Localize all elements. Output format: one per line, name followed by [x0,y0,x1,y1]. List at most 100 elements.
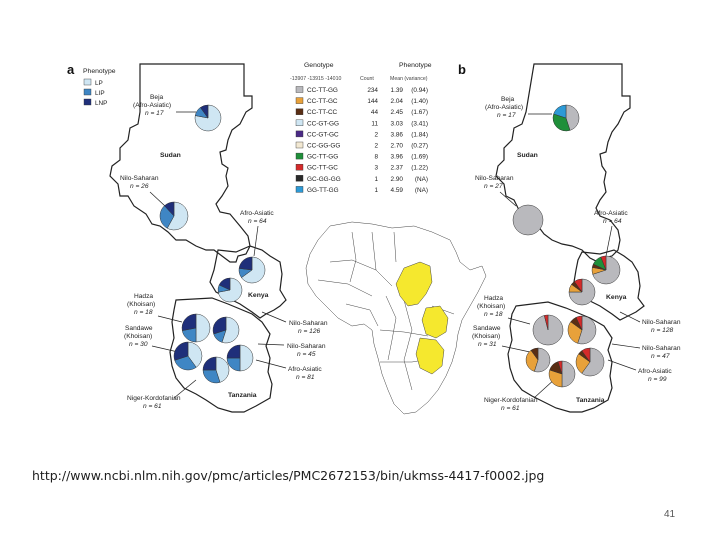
mean-cell: 2.90 [391,176,404,183]
pie-slice [239,344,254,372]
table-row: CC-TT-CC 44 2.45 (1.67) [295,108,428,116]
group-sub: (Khoisan) [124,333,152,340]
figure-source-url[interactable]: http://www.ncbi.nlm.nih.gov/pmc/articles… [32,468,545,483]
phenotype-pie [173,341,203,371]
genotype-pie [568,278,596,306]
variance-cell: (0.94) [411,87,428,94]
variance-cell: (0.27) [411,143,428,150]
variance-cell: (1.22) [411,165,428,172]
count-cell: 1 [374,176,378,183]
highlight-tanzania [415,337,445,375]
table-phenotype-header: Phenotype [399,62,432,69]
pie-slice [166,201,189,231]
highlight-sudan [395,261,433,307]
map-b-country-sudan: Sudan [517,152,538,159]
pie-slice [512,204,544,236]
genotype-pie [567,315,597,345]
genotype-color-swatch [295,163,304,171]
pie-slice [241,256,266,284]
genotype-color-swatch [295,119,304,127]
count-cell: 144 [367,98,378,105]
variance-cell: (1.40) [411,98,428,105]
group-n: n = 31 [478,341,497,348]
pie-slice [212,316,227,335]
genotype-cell: CC-TT-CC [307,109,338,116]
variance-cell: (1.67) [411,109,428,116]
group-label: Nilo-Saharan [475,175,514,182]
table-row: GC-TT-GG 8 3.96 (1.69) [295,152,428,161]
group-label: Niger-Kordofanian [484,397,538,404]
phenotype-pie [226,344,254,372]
pie-slice [567,321,583,344]
phenotype-pie [181,313,211,343]
genotype-pie [591,255,621,285]
pie-slice [525,349,539,372]
map-a-outline [109,63,287,413]
group-n: n = 45 [297,351,316,358]
africa-map [305,221,487,415]
group-label: Hadza [484,295,503,302]
mean-cell: 2.04 [391,98,404,105]
group-sub: (Khoisan) [477,303,505,310]
variance-cell: (1.69) [411,154,428,161]
legend-swatch-lip [83,88,92,96]
variance-cell: (NA) [415,176,428,183]
genotype-cell: GC-TT-GG [307,154,338,161]
group-n: n = 64 [248,218,267,225]
mean-cell: 2.45 [391,109,404,116]
genotype-pie [512,204,544,236]
group-n: n = 61 [143,403,162,410]
phenotype-pie [212,316,240,344]
table-row: CC-TT-GG 234 1.39 (0.94) [295,86,428,94]
mean-cell: 2.70 [391,143,404,150]
genotype-cell: GC-TT-GC [307,165,338,172]
pie-slice [159,205,175,229]
pie-slice [187,341,203,368]
pie-slice [565,104,580,131]
table-row: CC-GT-GG 11 3.03 (3.41) [295,119,428,127]
legend-label-lip: LIP [95,90,105,97]
group-label: Sandawe [125,325,153,332]
phenotype-pie [202,356,230,384]
table-row: CC-TT-GC 144 2.04 (1.40) [295,97,428,105]
pie-slice [200,104,209,119]
table-genotype-header: Genotype [304,62,334,69]
group-n: n = 17 [145,110,164,117]
legend-label-lnp: LNP [95,100,107,107]
group-label: Beja [501,96,515,103]
genotype-pie [552,104,580,132]
pie-slice [561,360,576,388]
table-genotype-subheader: -13907 -13915 -14010 [290,76,341,82]
variance-cell: (1.84) [411,131,428,138]
group-n: n = 47 [651,353,670,360]
genotype-cell: CC-TT-GC [307,98,338,105]
genotype-cell: CC-GT-GG [307,120,339,127]
mean-cell: 3.86 [391,131,404,138]
figure: a Phenotype LP LIP LNP Sudan Kenya Tanza… [67,62,681,415]
group-label: Niger-Kordofanian [127,395,181,402]
mean-cell: 3.03 [391,120,404,127]
genotype-cell: CC-GT-GC [307,131,339,138]
group-label: Beja [150,94,164,101]
pie-slice [238,256,253,271]
table-phenotype-subheader: Mean (variance) [390,76,428,82]
map-a-leaders [149,111,287,399]
group-n: n = 18 [134,309,153,316]
genotype-pie [575,347,605,377]
map-b-group-labels: Beja (Afro-Asiatic) n = 17 Nilo-Saharan … [472,96,681,412]
group-label: Afro-Asiatic [638,368,672,375]
mean-cell: 2.37 [391,165,404,172]
pie-slice [548,369,563,388]
group-label: Afro-Asiatic [240,210,274,217]
legend-label-lp: LP [95,80,103,87]
genotype-color-swatch [295,130,304,138]
mean-cell: 4.59 [391,187,404,194]
count-cell: 11 [371,120,378,127]
table-row: GG-TT-GG 1 4.59 (NA) [295,186,428,194]
group-n: n = 27 [484,183,503,190]
table-row: CC-GG-GG 2 2.70 (0.27) [295,141,428,150]
map-b-country-tanzania: Tanzania [576,397,605,404]
pie-slice [574,278,583,293]
group-n: n = 126 [298,328,321,335]
pie-slice [581,347,605,377]
